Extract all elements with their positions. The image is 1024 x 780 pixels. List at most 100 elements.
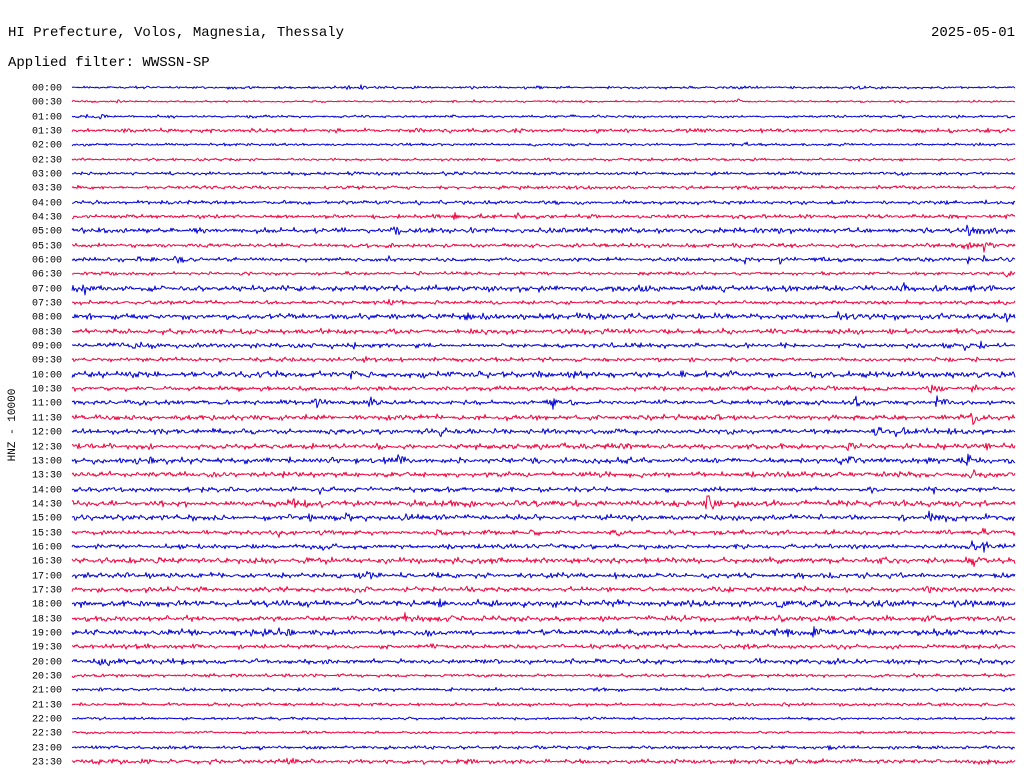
time-label: 22:00 bbox=[32, 715, 62, 726]
time-label: 16:00 bbox=[32, 543, 62, 554]
time-label: 07:30 bbox=[32, 299, 62, 310]
trace-line-02-00 bbox=[71, 141, 1016, 147]
trace-line-13-00 bbox=[71, 453, 1016, 466]
time-label: 09:30 bbox=[32, 356, 62, 367]
time-label: 13:00 bbox=[32, 457, 62, 468]
time-label: 06:00 bbox=[32, 256, 62, 267]
time-label: 07:00 bbox=[32, 285, 62, 296]
time-label: 03:30 bbox=[32, 184, 62, 195]
time-label: 04:00 bbox=[32, 199, 62, 210]
time-label: 15:30 bbox=[32, 529, 62, 540]
trace-line-03-30 bbox=[71, 184, 1016, 191]
trace-line-13-30 bbox=[71, 469, 1016, 479]
time-labels: 00:00 00:30 01:00 01:30 02:00 02:30 03:00 03:30… bbox=[32, 84, 62, 769]
y-axis-label: HNZ - 10000 bbox=[7, 389, 19, 462]
trace-line-16-30 bbox=[71, 556, 1016, 567]
trace-line-16-00 bbox=[71, 540, 1016, 553]
time-label: 17:00 bbox=[32, 572, 62, 583]
trace-line-01-30 bbox=[71, 127, 1016, 134]
time-label: 13:30 bbox=[32, 471, 62, 482]
trace-line-05-30 bbox=[72, 242, 1016, 253]
trace-line-11-30 bbox=[71, 412, 1016, 425]
time-label: 02:30 bbox=[32, 156, 62, 167]
trace-line-03-00 bbox=[71, 171, 1016, 177]
time-label: 05:00 bbox=[32, 227, 62, 238]
time-label: 18:30 bbox=[32, 615, 62, 626]
trace-line-09-00 bbox=[71, 340, 1016, 351]
trace-line-22-00 bbox=[72, 716, 1016, 721]
trace-line-20-30 bbox=[71, 672, 1016, 678]
time-label: 08:30 bbox=[32, 328, 62, 339]
date-label: 2025-05-01 bbox=[931, 25, 1015, 41]
trace-line-08-30 bbox=[71, 327, 1016, 336]
time-label: 01:00 bbox=[32, 113, 62, 124]
trace-line-22-30 bbox=[71, 730, 1015, 735]
time-label: 03:00 bbox=[32, 170, 62, 181]
trace-line-21-00 bbox=[71, 687, 1016, 692]
time-label: 12:30 bbox=[32, 443, 62, 454]
trace-line-19-30 bbox=[71, 643, 1016, 650]
time-label: 21:00 bbox=[32, 686, 62, 697]
trace-line-10-00 bbox=[71, 370, 1016, 380]
trace-line-14-00 bbox=[71, 486, 1016, 495]
trace-line-19-00 bbox=[71, 626, 1016, 638]
trace-line-04-30 bbox=[71, 212, 1016, 221]
trace-line-15-00 bbox=[71, 510, 1016, 523]
time-label: 11:30 bbox=[32, 414, 62, 425]
time-label: 22:30 bbox=[32, 729, 62, 740]
trace-line-15-30 bbox=[71, 527, 1016, 538]
station-title: HI Prefecture, Volos, Magnesia, Thessaly bbox=[8, 25, 344, 41]
time-label: 21:30 bbox=[32, 701, 62, 712]
time-label: 10:30 bbox=[32, 385, 62, 396]
trace-line-18-00 bbox=[71, 598, 1016, 609]
time-label: 05:30 bbox=[32, 242, 62, 253]
time-label: 11:00 bbox=[32, 399, 62, 410]
time-label: 14:30 bbox=[32, 500, 62, 511]
trace-line-23-30 bbox=[71, 757, 1016, 765]
time-label: 02:00 bbox=[32, 141, 62, 152]
time-label: 19:00 bbox=[32, 629, 62, 640]
time-label: 17:30 bbox=[32, 586, 62, 597]
trace-line-10-30 bbox=[71, 384, 1016, 394]
trace-line-00-00 bbox=[71, 84, 1016, 90]
time-label: 08:00 bbox=[32, 313, 62, 324]
time-label: 10:00 bbox=[32, 371, 62, 382]
trace-line-17-30 bbox=[71, 585, 1016, 594]
trace-line-06-00 bbox=[71, 254, 1016, 265]
trace-line-23-00 bbox=[71, 744, 1016, 751]
trace-line-12-30 bbox=[71, 442, 1016, 451]
seismic-traces bbox=[71, 84, 1016, 765]
time-label: 00:00 bbox=[32, 84, 62, 95]
time-label: 16:30 bbox=[32, 557, 62, 568]
trace-line-04-00 bbox=[71, 199, 1016, 206]
trace-line-18-30 bbox=[71, 612, 1016, 623]
trace-line-20-00 bbox=[71, 657, 1016, 666]
time-label: 06:30 bbox=[32, 270, 62, 281]
trace-line-11-00 bbox=[71, 395, 1016, 410]
time-label: 20:00 bbox=[32, 658, 62, 669]
trace-line-08-00 bbox=[71, 311, 1016, 323]
trace-line-02-30 bbox=[71, 157, 1016, 162]
time-label: 00:30 bbox=[32, 98, 62, 109]
time-label: 20:30 bbox=[32, 672, 62, 683]
trace-line-05-00 bbox=[71, 224, 1016, 236]
trace-line-21-30 bbox=[71, 702, 1016, 708]
time-label: 23:30 bbox=[32, 758, 62, 769]
trace-line-07-30 bbox=[71, 298, 1016, 306]
trace-line-14-30 bbox=[71, 495, 1016, 510]
trace-line-07-00 bbox=[71, 282, 1016, 296]
time-label: 12:00 bbox=[32, 428, 62, 439]
time-label: 19:30 bbox=[32, 643, 62, 654]
trace-line-17-00 bbox=[71, 571, 1016, 580]
trace-line-12-00 bbox=[71, 426, 1016, 438]
time-label: 23:00 bbox=[32, 744, 62, 755]
time-label: 15:00 bbox=[32, 514, 62, 525]
trace-line-01-00 bbox=[71, 113, 1016, 120]
trace-line-09-30 bbox=[71, 356, 1016, 363]
time-label: 09:00 bbox=[32, 342, 62, 353]
time-label: 18:00 bbox=[32, 600, 62, 611]
filter-label: Applied filter: WWSSN-SP bbox=[8, 55, 210, 71]
time-label: 01:30 bbox=[32, 127, 62, 138]
time-label: 04:30 bbox=[32, 213, 62, 224]
